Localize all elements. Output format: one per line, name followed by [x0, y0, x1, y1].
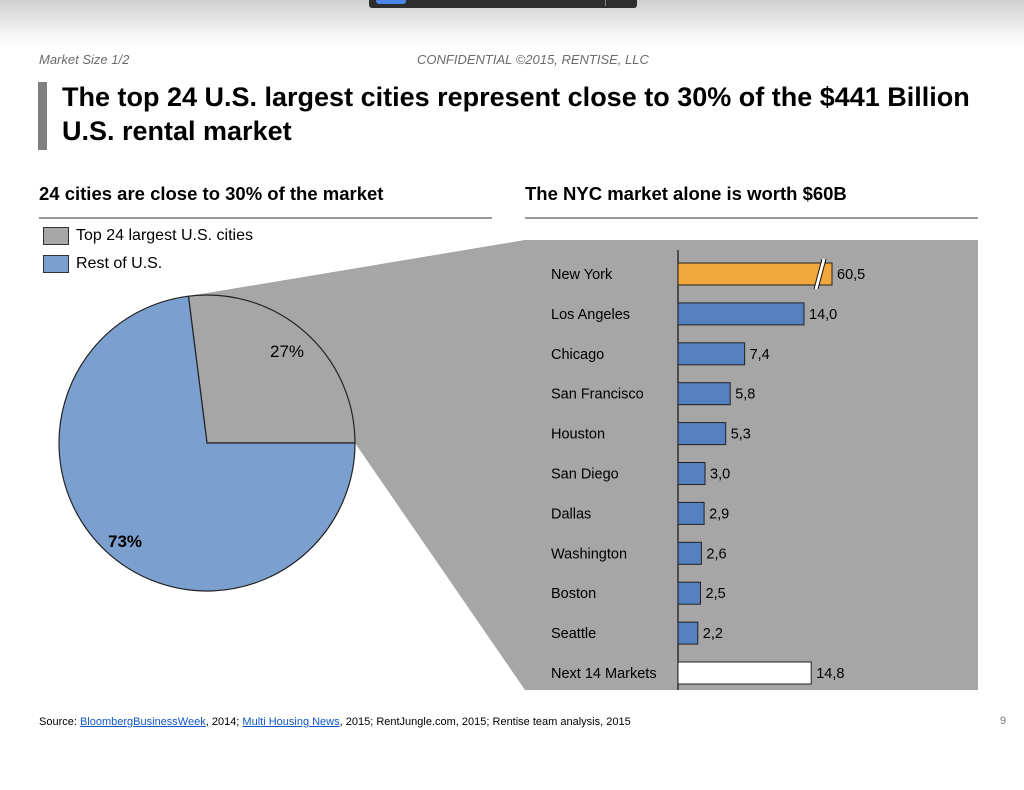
- bar-value-label: 5,8: [735, 387, 755, 403]
- bar-category-label: Washington: [551, 546, 627, 562]
- bar-value-label: 2,9: [709, 506, 729, 522]
- source-link-bloomberg[interactable]: BloombergBusinessWeek: [79, 716, 206, 728]
- bar: [677, 342, 746, 366]
- bar-value-label: 2,2: [703, 626, 723, 642]
- bar: [677, 462, 706, 485]
- bar-category-label: Seattle: [551, 626, 596, 642]
- left-divider: [39, 217, 492, 219]
- bar-value-label: 14,0: [809, 307, 837, 323]
- bar-value-label: 14,8: [816, 666, 844, 682]
- bar: [677, 382, 731, 406]
- bar: [677, 661, 812, 685]
- source-link-multihousing[interactable]: Multi Housing News: [242, 716, 340, 728]
- legend-swatch-rest: [43, 255, 69, 273]
- bar-category-label: Chicago: [551, 347, 604, 363]
- zoom-panel: [188, 240, 978, 690]
- bar: [677, 422, 727, 446]
- confidential-notice: CONFIDENTIAL ©2015, RENTISE, LLC: [417, 52, 649, 67]
- toolbar-divider: [605, 0, 606, 6]
- legend-label: Top 24 largest U.S. cities: [76, 227, 253, 244]
- bar-value-label: 3,0: [710, 467, 730, 483]
- pie-label-rest: 73%: [108, 532, 142, 551]
- axis-break-line: [813, 258, 823, 290]
- axis-break-mark: [814, 258, 826, 290]
- bar-category-label: Dallas: [551, 506, 591, 522]
- bar-category-label: Houston: [551, 427, 605, 443]
- bar: [677, 501, 705, 525]
- right-divider: [525, 217, 978, 219]
- bar-category-label: San Diego: [551, 467, 619, 483]
- bar-category-label: New York: [551, 267, 613, 283]
- bar-value-label: 2,5: [706, 586, 726, 602]
- footer-text: , 2014;: [205, 716, 243, 728]
- bar: [677, 302, 805, 326]
- footer-text: , 2015; RentJungle.com, 2015; Rentise te…: [339, 716, 631, 728]
- toolbar-button[interactable]: [376, 0, 406, 4]
- bar-value-label: 60,5: [837, 267, 865, 283]
- bar: [677, 262, 833, 286]
- page-number: 9: [1000, 715, 1007, 727]
- bar-category-label: Boston: [551, 586, 596, 602]
- right-subtitle: The NYC market alone is worth $60B: [525, 183, 847, 204]
- section-label: Market Size 1/2: [39, 52, 130, 67]
- viewer-top-bar: [0, 0, 1024, 48]
- pie-slice-top24: [187, 294, 356, 444]
- left-subtitle: 24 cities are close to 30% of the market: [39, 183, 384, 204]
- bar: [677, 621, 699, 645]
- bar-value-label: 5,3: [731, 427, 751, 443]
- legend-swatch-top24: [43, 227, 69, 245]
- bar: [677, 581, 701, 605]
- bar-value-label: 7,4: [750, 347, 770, 363]
- pie-label-top24: 27%: [270, 342, 304, 361]
- title-accent-bar: [38, 82, 47, 150]
- bar-category-label: Next 14 Markets: [551, 666, 657, 682]
- source-footnote: Source: BloombergBusinessWeek, 2014; Mul…: [39, 716, 631, 728]
- axis-break-line: [817, 258, 827, 290]
- viewer-toolbar[interactable]: [369, 0, 637, 8]
- legend-label: Rest of U.S.: [76, 255, 163, 272]
- bar: [677, 541, 702, 565]
- footer-prefix: Source:: [39, 716, 80, 728]
- bar-category-label: San Francisco: [551, 387, 644, 403]
- bar-category-label: Los Angeles: [551, 307, 630, 323]
- page-title: The top 24 U.S. largest cities represent…: [62, 82, 970, 146]
- pie-slice-rest: [58, 295, 356, 592]
- bar-value-label: 2,6: [706, 546, 726, 562]
